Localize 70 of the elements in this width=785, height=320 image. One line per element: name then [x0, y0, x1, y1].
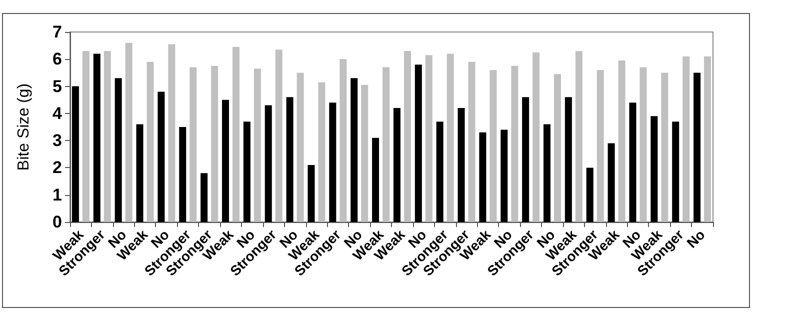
y-tick-label: 7	[52, 22, 62, 42]
bar	[532, 52, 540, 222]
bar	[618, 60, 626, 222]
bar	[640, 67, 647, 222]
bar	[146, 62, 154, 222]
bar	[522, 97, 530, 222]
y-tick-label: 5	[52, 76, 62, 96]
bar	[136, 124, 144, 222]
bar	[222, 100, 229, 222]
bar	[661, 72, 668, 222]
bar	[468, 62, 476, 222]
bar	[318, 82, 326, 222]
bar	[694, 72, 701, 222]
bar	[200, 173, 208, 222]
bar	[490, 70, 497, 222]
bar	[114, 78, 122, 222]
bar	[286, 97, 294, 222]
x-tick-label: No	[683, 226, 708, 251]
bar	[82, 51, 90, 222]
bar	[211, 66, 218, 222]
bar	[554, 74, 561, 222]
y-tick-label: 3	[52, 131, 62, 150]
bar	[458, 108, 465, 222]
bar	[350, 78, 358, 222]
bar	[361, 84, 368, 222]
bar	[264, 105, 272, 222]
bar	[404, 51, 411, 222]
bar	[544, 124, 550, 222]
bar	[596, 70, 604, 222]
bar	[179, 127, 186, 222]
bar	[672, 122, 680, 222]
bar	[232, 46, 240, 222]
bar	[650, 116, 658, 222]
bar	[275, 50, 282, 222]
bar	[308, 165, 315, 222]
bar	[296, 72, 304, 222]
bar	[254, 68, 261, 222]
y-tick-label: 2	[52, 158, 62, 178]
bar	[425, 55, 432, 222]
bar	[682, 56, 690, 222]
bar	[104, 51, 111, 222]
y-tick-label: 6	[52, 50, 62, 69]
y-tick-label: 0	[52, 212, 62, 232]
bar	[168, 44, 176, 222]
bar	[479, 132, 486, 222]
bar	[340, 59, 347, 222]
y-axis-title: Bite Size (g)	[16, 83, 32, 171]
bar	[436, 122, 444, 222]
bar	[414, 64, 422, 222]
bar	[704, 56, 712, 222]
y-tick-label: 4	[52, 104, 63, 123]
bar	[329, 102, 336, 222]
bar	[190, 67, 197, 222]
bar	[125, 42, 132, 222]
bar	[382, 67, 390, 222]
bar	[93, 54, 100, 222]
bar	[393, 108, 400, 222]
bar	[243, 122, 250, 222]
bar	[446, 54, 454, 222]
bar	[372, 138, 380, 222]
bar	[608, 143, 615, 222]
bar	[564, 97, 572, 222]
bar	[511, 66, 518, 222]
bar	[158, 92, 165, 222]
y-tick-label: 1	[52, 185, 62, 204]
bar	[629, 102, 636, 222]
bar	[586, 168, 594, 222]
bar	[575, 51, 582, 222]
bar	[500, 130, 508, 222]
bar	[72, 86, 79, 222]
